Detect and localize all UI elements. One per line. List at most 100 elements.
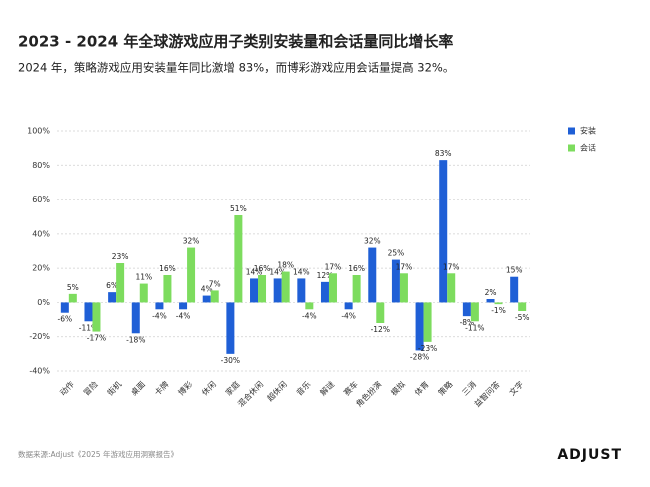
bar	[344, 302, 353, 310]
source-note: 数据来源:Adjust《2025 年游戏应用洞察报告》	[18, 449, 178, 459]
bar	[92, 302, 101, 332]
bar	[234, 215, 243, 303]
value-label: -1%	[491, 306, 506, 315]
chart-subtitle: 2024 年，策略游戏应用安装量年同比激增 83%，而博彩游戏应用会话量提高 3…	[18, 61, 454, 75]
bar	[281, 271, 290, 303]
y-tick-label: -20%	[29, 332, 50, 341]
y-tick-label: 80%	[32, 161, 50, 170]
bar	[139, 283, 148, 303]
bar	[399, 273, 408, 303]
value-label: 11%	[135, 273, 152, 282]
value-label: 18%	[277, 261, 294, 270]
bar	[250, 278, 259, 303]
value-label: 51%	[230, 204, 247, 213]
value-label: 23%	[112, 252, 129, 261]
bar	[305, 302, 314, 310]
value-label: -4%	[341, 311, 356, 320]
value-label: -4%	[176, 311, 191, 320]
bar	[155, 302, 164, 310]
value-label: -30%	[221, 356, 240, 365]
value-label: -8%	[460, 318, 475, 327]
bar	[486, 299, 495, 303]
value-label: 16%	[254, 264, 271, 273]
bar	[131, 302, 140, 334]
bar	[439, 160, 448, 303]
value-label: -17%	[87, 334, 106, 343]
value-label: -18%	[126, 335, 145, 344]
x-tick-label: 赛车	[341, 379, 359, 397]
x-tick-label: 音乐	[294, 379, 312, 397]
bar	[84, 302, 93, 322]
x-tick-label: 卡牌	[152, 379, 170, 397]
x-tick-label: 冒险	[81, 379, 99, 397]
x-tick-label: 混合休闲	[236, 379, 266, 409]
x-tick-label: 体育	[412, 379, 430, 397]
value-label: 17%	[443, 262, 460, 271]
y-tick-label: 20%	[32, 264, 50, 273]
value-label: -6%	[58, 315, 73, 324]
x-tick-label: 策略	[436, 379, 454, 397]
value-label: 32%	[364, 237, 381, 246]
bar	[163, 275, 172, 303]
value-label: 17%	[396, 262, 413, 271]
legend-label: 会话	[580, 143, 596, 153]
x-tick-label: 角色扮演	[354, 379, 384, 409]
bar	[494, 302, 503, 305]
x-tick-label: 博彩	[176, 379, 194, 397]
value-label: 4%	[201, 285, 213, 294]
bar	[108, 292, 117, 303]
y-tick-label: -40%	[29, 367, 50, 376]
bar	[297, 278, 306, 303]
y-tick-label: 60%	[32, 195, 50, 204]
value-label: -12%	[371, 325, 390, 334]
bar	[210, 290, 219, 303]
value-label: 17%	[325, 262, 342, 271]
bar	[391, 259, 400, 303]
x-tick-label: 文字	[507, 379, 525, 397]
value-label: 6%	[106, 281, 118, 290]
value-label: 2%	[485, 288, 497, 297]
x-tick-label: 动作	[58, 379, 76, 397]
bar	[423, 302, 432, 342]
value-label: 83%	[435, 149, 452, 158]
bar	[226, 302, 235, 354]
bar	[187, 247, 196, 303]
bar	[462, 302, 471, 317]
bar	[518, 302, 527, 311]
value-label: -28%	[410, 352, 429, 361]
value-label: -5%	[515, 313, 530, 322]
brand-logo: ADJUST	[557, 447, 622, 463]
bar	[470, 302, 479, 322]
bar	[447, 273, 456, 303]
x-tick-label: 解谜	[318, 379, 336, 397]
value-label: 14%	[293, 267, 310, 276]
x-tick-label: 模拟	[389, 379, 407, 397]
value-label: 5%	[67, 283, 79, 292]
value-label: 7%	[209, 279, 221, 288]
value-label: 25%	[388, 249, 405, 258]
x-tick-label: 益智问答	[472, 379, 502, 409]
x-tick-label: 三消	[460, 379, 478, 397]
value-label: 15%	[506, 266, 523, 275]
bar	[352, 275, 361, 303]
value-label: 14%	[269, 267, 286, 276]
bar	[258, 275, 267, 303]
bar	[116, 263, 125, 303]
legend-label: 安装	[580, 126, 596, 136]
y-tick-label: 40%	[32, 229, 50, 238]
value-label: -4%	[152, 311, 167, 320]
y-tick-label: 0%	[37, 298, 50, 307]
value-label: 16%	[159, 264, 176, 273]
bar	[68, 293, 77, 303]
x-tick-label: 超休闲	[265, 379, 289, 403]
value-label: 32%	[183, 237, 200, 246]
value-label: -4%	[302, 311, 317, 320]
value-label: -11%	[79, 323, 98, 332]
bar	[320, 281, 329, 303]
value-label: 12%	[317, 271, 334, 280]
x-tick-label: 家庭	[223, 379, 241, 397]
chart-title: 2023 - 2024 年全球游戏应用子类别安装量和会话量同比增长率	[18, 33, 453, 51]
bar	[376, 302, 385, 323]
legend-swatch	[568, 127, 575, 135]
